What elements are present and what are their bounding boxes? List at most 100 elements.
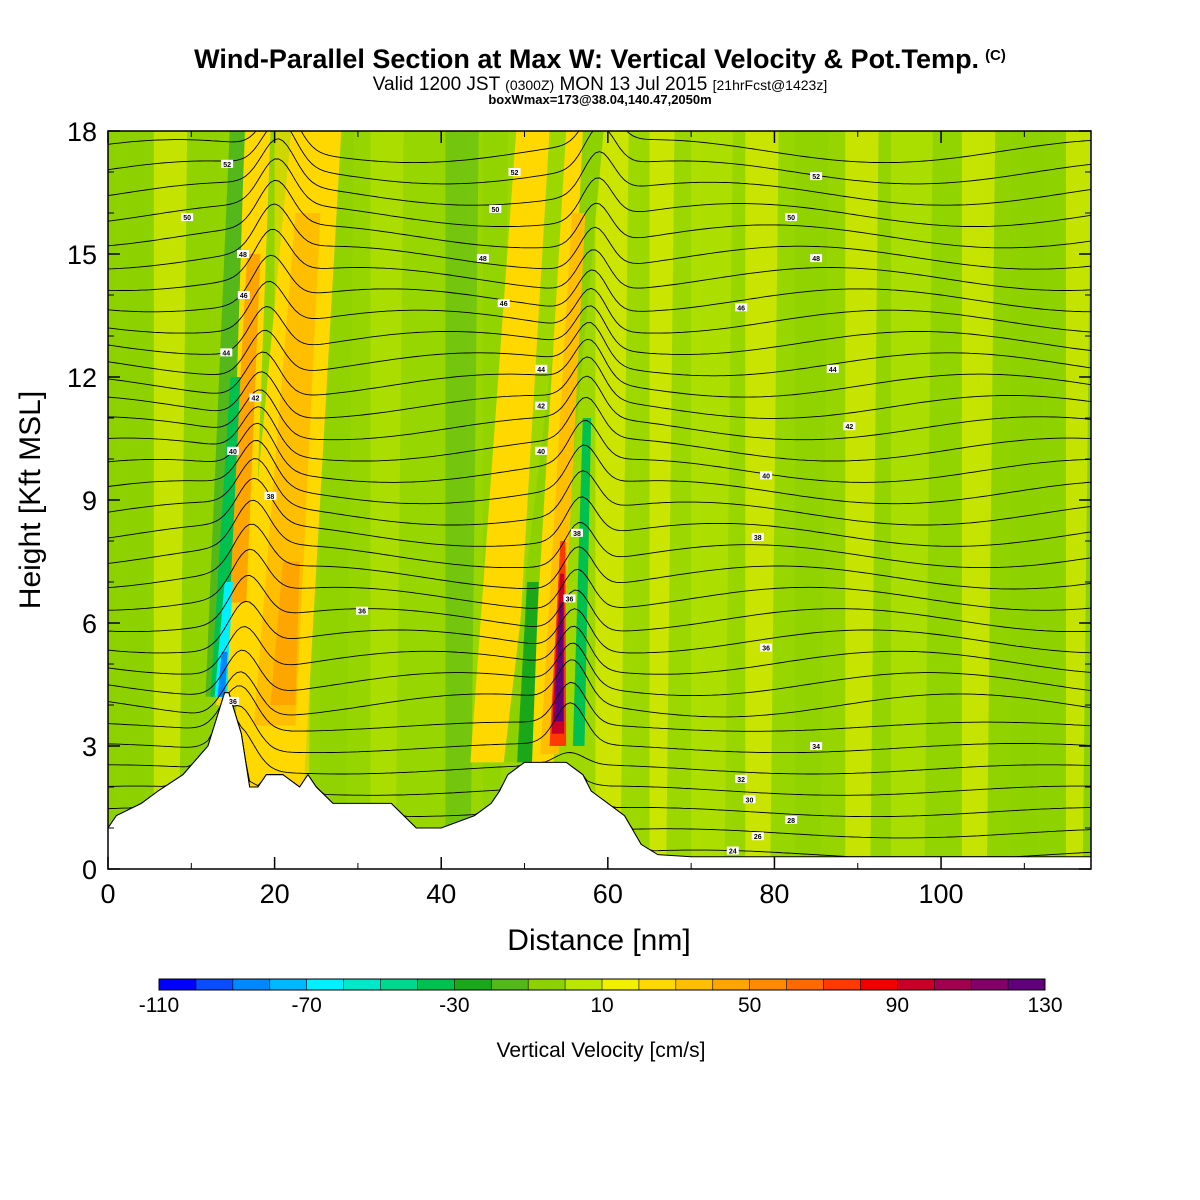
contour-label-box [726, 846, 739, 855]
contour-label: 40 [229, 449, 237, 456]
contour-label: 38 [754, 535, 762, 542]
contour-label: 28 [787, 818, 795, 825]
contour-label: 52 [223, 162, 231, 169]
colorbar-swatch [269, 979, 308, 990]
contour-label: 44 [222, 350, 230, 357]
y-tick-label: 0 [82, 855, 97, 885]
theta-contour [108, 574, 1091, 633]
contour-label-box [356, 606, 369, 615]
colorbar-swatch [638, 979, 677, 990]
theta-contour [108, 322, 1091, 377]
theta-contour [108, 440, 1091, 505]
colorbar-swatch [602, 979, 640, 990]
theta-contour [108, 228, 1091, 291]
contour-label: 48 [479, 256, 487, 263]
colorbar-tick-label: 10 [590, 994, 613, 1017]
contour-label-box [237, 291, 250, 299]
x-tick-label: 20 [260, 879, 290, 909]
colorbar-swatch [491, 979, 529, 990]
w-streak [845, 131, 879, 869]
x-tick-label: 80 [759, 879, 789, 909]
contour-label-box [220, 348, 233, 357]
colorbar-tick-label: 90 [886, 994, 909, 1017]
theta-contour [108, 499, 1091, 569]
contour-label: 50 [787, 215, 795, 222]
theta-contour [108, 254, 1091, 313]
x-tick-label: 40 [426, 879, 456, 909]
contour-label-box [810, 254, 823, 263]
y-tick-label: 6 [82, 609, 97, 639]
downdraft-band [217, 651, 228, 697]
w-streak [445, 131, 479, 869]
colorbar-tick-label: -30 [439, 994, 469, 1017]
w-streak [745, 131, 779, 869]
theta-contour [108, 600, 1091, 654]
theta-contour [108, 280, 1091, 334]
contour-label-box [535, 446, 548, 455]
downdraft-band [214, 582, 233, 697]
contour-label: 40 [537, 449, 545, 456]
colorbar-swatch [712, 979, 751, 990]
contour-label: 46 [500, 301, 508, 308]
theta-contour [108, 305, 1091, 355]
contour-label-box [508, 168, 521, 176]
contour-label: 40 [762, 473, 770, 480]
theta-contour [108, 659, 1091, 718]
contour-label: 46 [737, 305, 745, 312]
contour-label: 36 [358, 609, 366, 616]
contour-label: 42 [537, 404, 545, 411]
box-wmax-info: boxWmax=173@38.04,140.47,2050m [488, 92, 712, 107]
contour-label: 36 [566, 596, 574, 603]
downdraft-band [572, 418, 592, 746]
y-axis-label: Height [Kft MSL] [14, 391, 47, 609]
contour-label-box [535, 364, 548, 373]
w-streak [891, 131, 933, 869]
theta-contour [108, 625, 1091, 675]
contour-label-box [181, 213, 194, 222]
contour-label: 24 [729, 849, 737, 856]
contour-label-box [785, 815, 798, 824]
theta-contour [108, 523, 1091, 590]
contour-label-box [760, 643, 773, 652]
contour-label: 48 [239, 252, 247, 259]
colorbar-swatch [749, 979, 788, 990]
contour-label-box [743, 795, 756, 804]
contour-label: 50 [491, 207, 499, 214]
contour-label: 44 [829, 367, 837, 374]
updraft-band [270, 561, 300, 705]
theta-contour [108, 131, 1091, 185]
colorbar-swatch [1008, 979, 1046, 990]
contour-label: 32 [737, 777, 745, 784]
downdraft-band [205, 131, 245, 697]
theta-contour [108, 692, 1091, 754]
contour-label-box [751, 532, 764, 541]
theta-contour-labels: 52 50 48 46 44 42 40 38 36 36 52 50 48 46 44 42 40 38 36 52… [181, 159, 856, 856]
colorbar-swatch [195, 979, 234, 990]
colorbar-swatch [675, 979, 714, 990]
contour-label-box [489, 204, 502, 213]
colorbar-tick-label: 130 [1027, 994, 1062, 1017]
y-tick-label: 15 [67, 240, 97, 270]
theta-contours [108, 131, 1091, 858]
valid-utc: (0300Z) [505, 77, 555, 93]
colorbar-tick-label: 50 [738, 994, 761, 1017]
updraft-band [470, 131, 550, 763]
theta-contour [108, 692, 1091, 775]
contour-label-box [735, 303, 748, 312]
contour-label-box [497, 299, 510, 308]
x-tick-label: 60 [593, 879, 623, 909]
colorbar-swatch [454, 979, 492, 990]
theta-contour [108, 179, 1091, 249]
contour-label: 52 [511, 170, 519, 177]
colorbar-tick-label: -70 [291, 994, 321, 1017]
x-tick-label: 100 [919, 879, 964, 909]
theta-contour [108, 375, 1091, 441]
contour-label: 48 [812, 256, 820, 263]
contour-label: 42 [846, 424, 854, 431]
downdraft-band [517, 582, 539, 763]
valid-prefix: Valid 1200 JST [372, 74, 500, 95]
y-tick-label: 18 [67, 117, 97, 147]
vertical-velocity-field [205, 131, 604, 787]
